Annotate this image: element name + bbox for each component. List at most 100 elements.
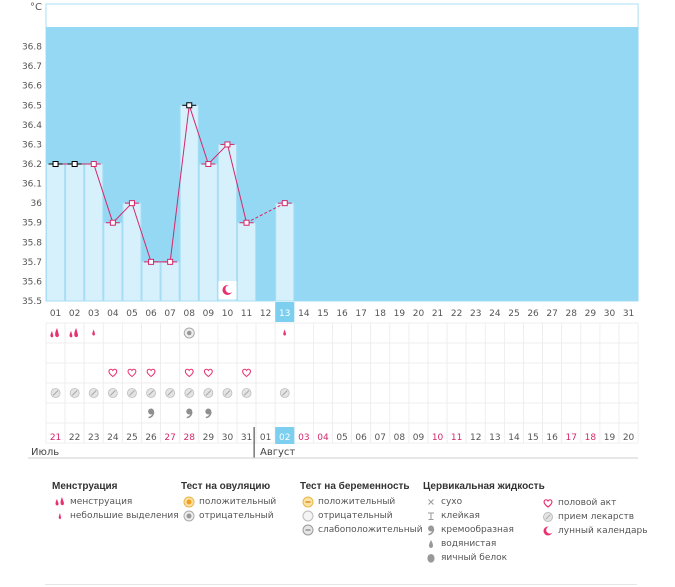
legend-label: клейкая xyxy=(441,511,480,521)
drops-icon xyxy=(50,328,59,338)
legend-item-lunar: лунный календарь xyxy=(540,524,648,538)
cycle-day-label: 06 xyxy=(145,309,157,319)
cycle-day-label: 27 xyxy=(546,309,557,319)
temperature-line xyxy=(93,163,114,223)
cycle-day-label: 08 xyxy=(184,309,196,319)
legend-item-pregnancy-positive: положительный xyxy=(300,495,423,509)
marker-cell xyxy=(83,402,104,424)
marker-cell xyxy=(64,402,85,424)
marker-cell xyxy=(45,402,66,424)
drop-small xyxy=(69,331,73,338)
creamy-icon xyxy=(428,525,435,536)
calendar-date-label: 26 xyxy=(145,433,157,443)
y-tick-label: 35.6 xyxy=(22,277,42,287)
marker-cell xyxy=(389,322,410,344)
marker-cell xyxy=(408,382,429,404)
cycle-day-label: 18 xyxy=(375,309,387,319)
calendar-date-label: 24 xyxy=(107,433,119,443)
marker-cell xyxy=(45,362,66,384)
marker-cell xyxy=(427,322,448,344)
marker-cell xyxy=(236,322,257,344)
cycle-day-label: 07 xyxy=(164,309,175,319)
marker-cell xyxy=(580,342,601,364)
creamy-icon xyxy=(148,408,155,415)
pregnancy-negative-icon xyxy=(302,510,314,522)
marker-cell xyxy=(465,382,486,404)
y-tick-label: 36.8 xyxy=(22,43,42,53)
marker-cell xyxy=(217,342,238,364)
marker-cell xyxy=(618,422,639,444)
plot-area xyxy=(46,27,639,301)
marker-cell xyxy=(141,342,162,364)
calendar-date-label: 07 xyxy=(375,433,386,443)
y-tick-label: 36.6 xyxy=(22,82,42,92)
marker-cell xyxy=(523,322,544,344)
marker-cell xyxy=(503,342,524,364)
legend-item-ovulation-negative: отрицательный xyxy=(181,509,276,523)
ovulation-negative-dot xyxy=(186,330,192,336)
legend-label: сухо xyxy=(441,497,463,507)
bbt-chart: 35.5 35.6 35.7 35.8 35.9 36 36.1 36.2 36.3 36.4 36… xyxy=(22,3,639,459)
marker-cell xyxy=(122,322,142,344)
marker-cell xyxy=(312,382,333,404)
marker-cell xyxy=(599,322,620,344)
cycle-day-label: 19 xyxy=(394,309,406,319)
marker-cell xyxy=(580,402,601,424)
creamy-icon-tail xyxy=(205,411,212,419)
calendar-date-label: 15 xyxy=(527,433,538,443)
marker-cell xyxy=(542,322,563,344)
y-tick-label: 36.2 xyxy=(22,160,42,170)
marker-cell xyxy=(618,382,639,404)
marker-cell xyxy=(370,362,391,384)
marker-cell xyxy=(542,362,563,384)
marker-cell xyxy=(389,382,410,404)
marker-cell xyxy=(293,382,314,404)
marker-cell xyxy=(198,342,219,364)
y-tick-label: 36.5 xyxy=(22,101,42,111)
ovulation-positive-icon xyxy=(183,496,195,508)
cycle-day-label: 17 xyxy=(355,309,366,319)
temperature-line xyxy=(131,202,152,263)
marker-cell xyxy=(141,322,162,344)
marker-cell xyxy=(293,322,314,344)
temperature-point xyxy=(224,141,231,148)
calendar-date-label: 31 xyxy=(241,433,252,443)
marker-cell xyxy=(160,342,181,364)
marker-cell xyxy=(370,342,391,364)
marker-cell xyxy=(503,402,524,424)
marker-cell xyxy=(503,382,524,404)
cycle-day-label: 01 xyxy=(50,309,61,319)
temperature-point xyxy=(243,219,250,226)
cycle-day-label: 22 xyxy=(451,309,462,319)
legend-label: прием лекарств xyxy=(558,512,635,522)
marker-cell xyxy=(561,362,582,384)
marker-cell xyxy=(332,322,353,344)
marker-cell xyxy=(580,382,601,404)
marker-cell xyxy=(580,362,601,384)
marker-cell xyxy=(255,342,276,364)
temperature-point xyxy=(71,161,78,167)
marker-cell xyxy=(312,342,333,364)
cycle-day-label: 13 xyxy=(279,309,290,319)
cycle-day-label: 10 xyxy=(222,309,234,319)
temperature-point xyxy=(90,161,97,167)
drop-large xyxy=(55,328,59,338)
cycle-day-label: 21 xyxy=(432,309,443,319)
calendar-date-label: 10 xyxy=(432,433,444,443)
marker-cell xyxy=(599,382,620,404)
marker-cell xyxy=(179,342,200,364)
marker-cell xyxy=(503,322,524,344)
calendar-date-label: 30 xyxy=(222,433,234,443)
calendar-date-label: 17 xyxy=(566,433,577,443)
legend-label: кремообразная xyxy=(441,525,514,535)
marker-cell xyxy=(408,342,429,364)
marker-cell xyxy=(255,322,276,344)
sticky-icon xyxy=(428,512,434,520)
marker-cell xyxy=(523,382,544,404)
marker-cell xyxy=(179,362,200,384)
creamy-icon-tail xyxy=(186,411,193,419)
marker-cell xyxy=(236,362,257,384)
temperature-bar xyxy=(217,143,237,302)
marker-cell xyxy=(561,342,582,364)
marker-cell xyxy=(255,382,276,404)
